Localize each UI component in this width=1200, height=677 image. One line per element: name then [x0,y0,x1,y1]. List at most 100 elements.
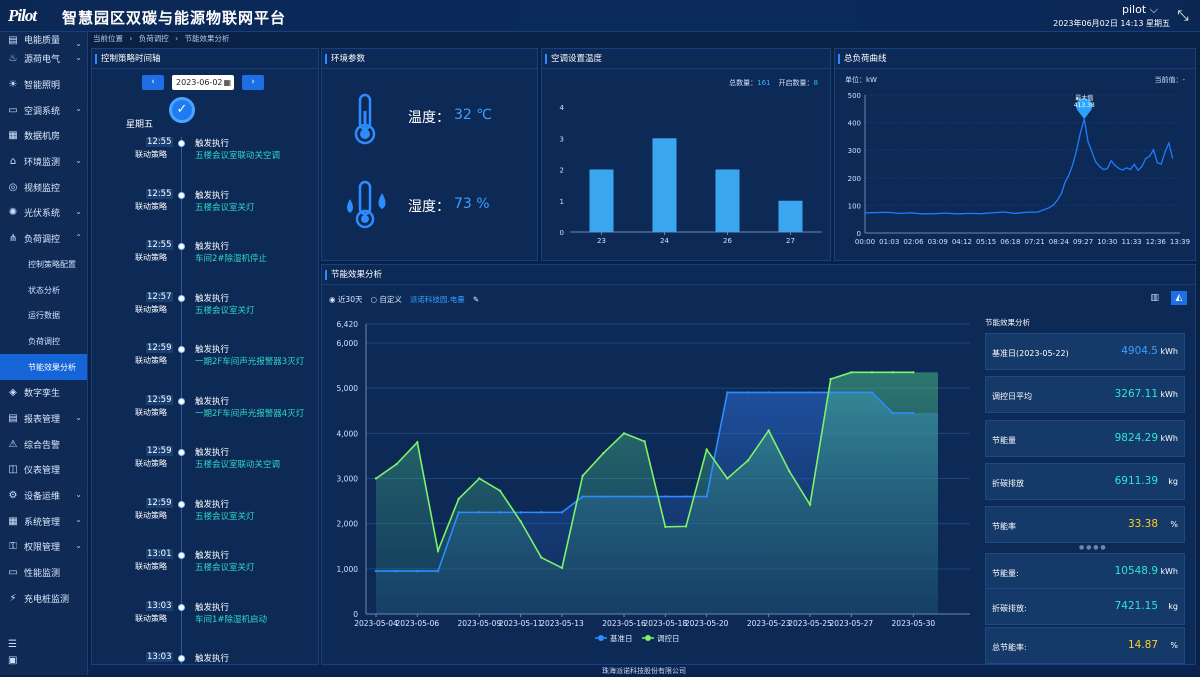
sidebar-item[interactable]: ◫ 仪表管理 [0,457,87,483]
sidebar-subitem[interactable]: 节能效果分析 [0,354,87,380]
y-tick-label: 2 [560,167,564,175]
series-point [416,569,419,573]
sidebar-item[interactable]: ▭ 性能监测 [0,560,87,586]
sidebar-item[interactable]: ✺ 光伏系统 ⌄ [0,200,87,226]
timeline-time: 13:01 [146,549,173,559]
breadcrumb-item[interactable]: 负荷调控 [138,34,169,43]
humidity-icon [347,180,386,229]
legend-label[interactable]: 基准日 [610,633,633,643]
radio-custom[interactable]: ○ 自定义 [370,295,402,304]
legend-label[interactable]: 调控日 [657,633,680,643]
power-quality-icon: ▤ [8,34,18,46]
summary-value: 14.87 [1127,639,1158,651]
sidebar-item[interactable]: ⚡ 充电桩监测 [0,585,87,611]
series-point [395,569,398,573]
panel-title: 节能效果分析 [322,265,1195,285]
x-tick-label: 11:33 [1121,238,1141,246]
summary-unit: kg [1168,602,1178,611]
sidebar-subitem[interactable]: 运行数据 [28,311,60,321]
timeline-strategy: 联动策略 [135,562,167,571]
pager-dots[interactable]: ● ● ● ● [1079,544,1106,551]
menu-icon[interactable]: ☰ [8,639,17,650]
series-point [457,511,460,514]
timeline-desc: 车间2#除湿机停止 [195,254,268,264]
sidebar-item[interactable]: ⚿ 权限管理 ⌄ [0,534,87,560]
sidebar-item[interactable]: ▭ 空调系统 ⌄ [0,97,87,123]
series-point [374,477,378,480]
series-point [705,495,708,498]
timeline-time: 12:55 [146,137,173,147]
sidebar-item[interactable]: ⌂ 环境监测 ⌄ [0,149,87,175]
date-input[interactable]: 2023-06-02 ▦ [172,75,234,90]
x-tick-label: 2023-05-27 [830,619,874,628]
sidebar-item[interactable]: ⋔ 负荷调控 ⌃ [0,226,87,252]
fullscreen-icon[interactable]: ⤡ [1177,8,1189,24]
y-tick-label: 2,000 [337,520,359,529]
summary-value: 33.38 [1127,518,1158,530]
calendar-icon: ▦ [223,78,231,87]
sidebar-item[interactable]: ▤ 电能质量 ⌄ [0,32,87,47]
bar-chart-toggle-icon[interactable]: ▥ [1150,293,1159,303]
series-point [870,391,874,394]
series-point [498,489,502,492]
prev-day-button[interactable]: ‹ [142,75,164,90]
charger-icon: ⚡ [9,592,17,604]
summary-label: 总节能率: [992,643,1027,652]
sidebar-item[interactable]: ▤ 报表管理 ⌄ [0,406,87,432]
humidity-value: 73 % [454,196,490,212]
app-title: 智慧园区双碳与能源物联网平台 [62,9,287,27]
timeline-item: 12:59 联动策略 触发执行 五楼会议室联动关空调 [92,446,318,498]
timeline-action: 触发执行 [195,293,230,304]
sidebar-item-label: 性能监测 [24,569,61,580]
range-selector: ◉ 近30天 ○ 自定义 派诺科技园.电量 ✎ [329,294,479,305]
max-marker [1076,98,1093,120]
timeline-panel: 控制策略时间轴 ‹ 2023-06-02 ▦ › ✓ 星期五 12:55 联动策… [91,48,319,665]
timeline-time: 12:55 [146,188,173,199]
sidebar-item[interactable]: ⚙ 设备运维 ⌄ [0,483,87,509]
timeline-item: 12:59 联动策略 触发执行 一期2F车间声光报警器3灭灯 [92,343,318,395]
summary-value: 10548.9 [1114,565,1158,577]
summary-row: 折碳排放 6911.39 kg [985,463,1185,500]
sidebar-item[interactable]: ▦ 数据机房 [0,123,87,149]
sidebar-item[interactable]: ☀ 智能照明 [0,72,87,98]
timeline-dot [178,397,185,405]
chevron-down-icon: ⌄ [75,104,82,114]
footer: 珠海派诺科技股份有限公司 [88,665,1200,675]
timeline-action: 触发执行 [195,139,230,149]
series-point [912,371,915,374]
sidebar-item[interactable]: ▦ 系统管理 ⌄ [0,508,87,534]
edit-icon[interactable]: ✎ [472,295,480,304]
summary-row: 节能量 9824.29 kWh [985,420,1185,457]
x-tick-label: 23 [597,237,606,245]
radio-last30[interactable]: ◉ 近30天 [329,295,363,304]
timeline-dot [178,243,185,250]
collapse-icon[interactable]: ▣ [8,655,18,666]
sidebar-subitem[interactable]: 负荷调控 [28,336,60,346]
sidebar-item-label: 光伏系统 [24,209,61,220]
x-tick-label: 2023-05-25 [788,619,832,628]
report-icon: ▤ [8,412,18,424]
series-point [829,391,832,394]
series-point [664,495,667,498]
sidebar-item[interactable]: ◎ 视频监控 [0,174,87,200]
series-point [870,371,874,374]
next-day-button[interactable]: › [242,75,264,90]
sidebar-item[interactable]: ♨ 源荷电气 ⌄ [0,46,87,72]
sidebar-item[interactable]: ⚠ 综合告警 [0,431,87,457]
breadcrumb-current: 节能效果分析 [184,34,230,43]
x-tick-label: 13:39 [1170,238,1190,246]
user-menu[interactable]: pilot ⌵ [1122,3,1158,16]
series-point [705,448,708,451]
date-value: 2023-06-02 [176,78,223,87]
bar [778,200,803,232]
sidebar-subitem[interactable]: 状态分析 [28,285,60,295]
series-point [436,569,440,573]
timeline-action: 触发执行 [195,602,230,613]
sidebar-subitem[interactable]: 控制策略配置 [28,259,76,269]
summary-row: 折碳排放: 7421.15 kg [985,588,1185,625]
meter-link[interactable]: 派诺科技园.电量 [409,295,465,304]
series-point [478,511,481,514]
bar [652,138,677,232]
sidebar-item[interactable]: ◈ 数字孪生 [0,380,87,406]
area-chart-toggle-icon[interactable]: ◭ [1171,291,1187,305]
